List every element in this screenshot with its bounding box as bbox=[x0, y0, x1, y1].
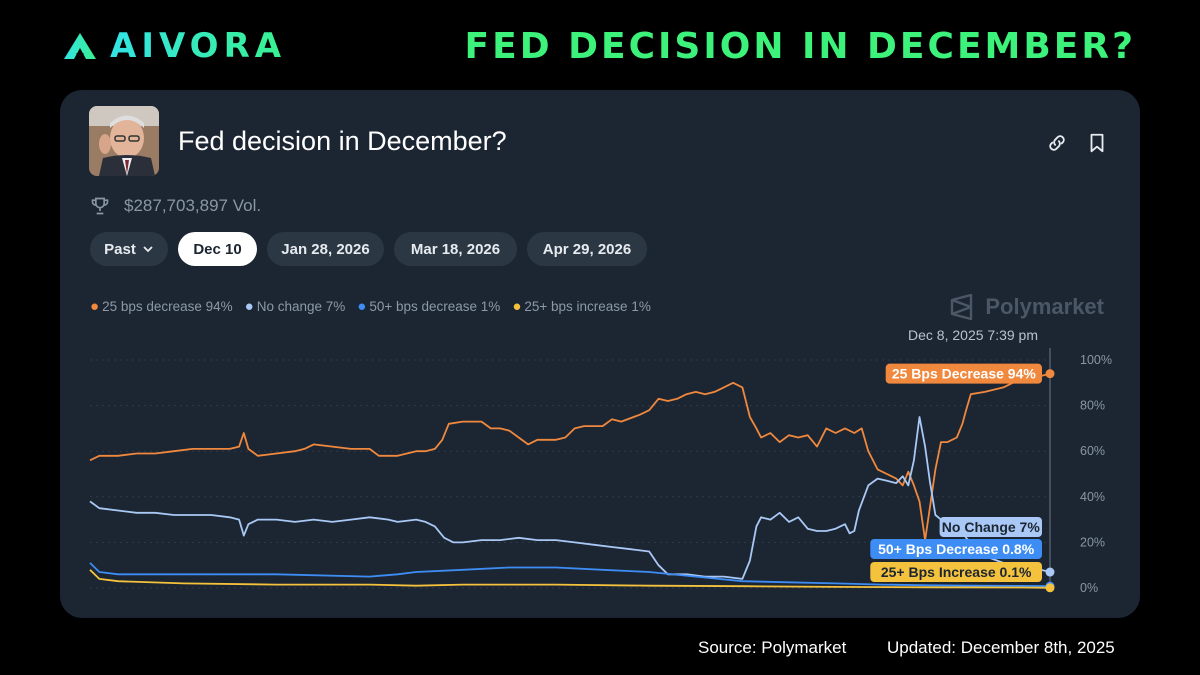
market-card: Fed decision in December? $287,703,897 V… bbox=[60, 90, 1140, 618]
legend-dot-icon: ● bbox=[357, 298, 367, 315]
portrait-image bbox=[89, 106, 159, 176]
headline: FED DECISION IN DECEMBER? bbox=[464, 26, 1136, 67]
series-end-label-bg bbox=[870, 562, 1042, 582]
tab-mar-18-2026[interactable]: Mar 18, 2026 bbox=[394, 232, 517, 266]
legend-item: ● 25 bps decrease 94% bbox=[90, 298, 233, 315]
series-line-0 bbox=[89, 372, 1051, 541]
market-title: Fed decision in December? bbox=[178, 126, 507, 156]
y-tick-label: 80% bbox=[1080, 399, 1105, 413]
volume-row: $287,703,897 Vol. bbox=[90, 196, 261, 216]
volume-value: $287,703,897 Vol. bbox=[124, 196, 262, 215]
y-tick-label: 100% bbox=[1080, 353, 1112, 367]
legend-dot-icon: ● bbox=[90, 298, 100, 315]
tab-dec-10[interactable]: Dec 10 bbox=[178, 232, 257, 266]
brand-name: AIVORA bbox=[110, 26, 287, 66]
aivora-logo-icon bbox=[64, 33, 96, 59]
legend-item: ● 25+ bps increase 1% bbox=[512, 298, 651, 315]
y-tick-label: 40% bbox=[1080, 490, 1105, 504]
series-line-1 bbox=[89, 416, 1051, 580]
series-end-marker bbox=[1045, 369, 1055, 379]
legend-item: ● 50+ bps decrease 1% bbox=[357, 298, 501, 315]
tab-apr-29-2026[interactable]: Apr 29, 2026 bbox=[527, 232, 647, 266]
series-end-label-bg bbox=[939, 517, 1042, 537]
series-line-2 bbox=[89, 562, 1051, 588]
series-end-marker bbox=[1045, 583, 1055, 593]
footer-updated: Updated: December 8th, 2025 bbox=[887, 638, 1115, 657]
polymarket-watermark: Polymarket bbox=[949, 294, 1104, 320]
trophy-icon bbox=[91, 197, 109, 215]
y-tick-label: 0% bbox=[1080, 581, 1098, 595]
hover-time-label: Dec 8, 2025 7:39 pm bbox=[908, 327, 1038, 343]
y-tick-label: 60% bbox=[1080, 444, 1105, 458]
tab-jan-28-2026[interactable]: Jan 28, 2026 bbox=[267, 232, 384, 266]
date-tabs: Past Dec 10 Jan 28, 2026 Mar 18, 2026 Ap… bbox=[90, 232, 647, 266]
polymarket-logo-icon bbox=[951, 294, 973, 320]
market-avatar bbox=[89, 106, 159, 176]
tab-past[interactable]: Past bbox=[90, 232, 168, 266]
price-chart[interactable]: 0% 20% 40% 60% 80% 100% Dec 8, 2025 7:39 pm 25 … bbox=[60, 322, 1140, 618]
chevron-down-icon bbox=[143, 246, 153, 253]
series-end-label: No Change 7% bbox=[942, 519, 1041, 535]
series-line-3 bbox=[89, 569, 1051, 589]
legend-item: ● No change 7% bbox=[244, 298, 346, 315]
series-end-label: 25 Bps Decrease 94% bbox=[892, 366, 1037, 382]
series-end-label-bg bbox=[870, 539, 1042, 559]
series-end-label: 25+ Bps Increase 0.1% bbox=[881, 564, 1032, 580]
series-end-marker bbox=[1045, 567, 1055, 577]
legend-dot-icon: ● bbox=[512, 298, 522, 315]
link-icon[interactable] bbox=[1046, 132, 1068, 154]
chart-legend: ● 25 bps decrease 94% ● No change 7% ● 50+ … bbox=[90, 298, 651, 315]
series-end-label: 50+ Bps Decrease 0.8% bbox=[878, 541, 1035, 557]
y-tick-label: 20% bbox=[1080, 535, 1105, 549]
brand-logo: AIVORA bbox=[62, 26, 286, 66]
legend-dot-icon: ● bbox=[244, 298, 254, 315]
bookmark-icon[interactable] bbox=[1086, 132, 1108, 154]
footer-source: Source: Polymarket bbox=[698, 638, 847, 657]
series-end-label-bg bbox=[885, 363, 1042, 384]
